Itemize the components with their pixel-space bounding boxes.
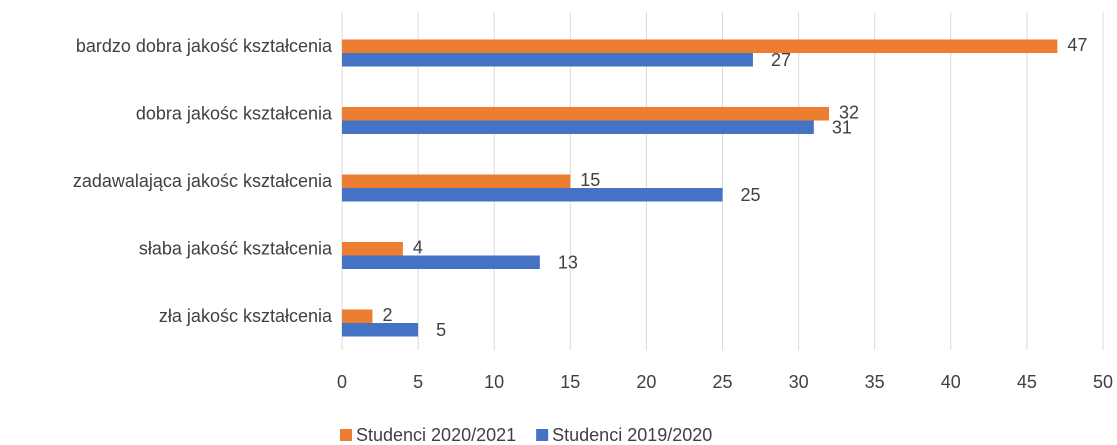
x-tick-label: 5 <box>413 372 423 392</box>
data-label: 47 <box>1067 35 1087 55</box>
x-tick-label: 45 <box>1017 372 1037 392</box>
legend-swatch <box>340 429 352 441</box>
data-label: 4 <box>413 238 423 258</box>
bar <box>342 39 1058 53</box>
data-label: 27 <box>771 50 791 70</box>
data-label: 32 <box>839 103 859 123</box>
x-tick-label: 15 <box>560 372 580 392</box>
bar <box>342 323 419 337</box>
data-label: 5 <box>436 320 446 340</box>
x-tick-label: 50 <box>1093 372 1113 392</box>
bar <box>342 242 403 256</box>
data-label: 25 <box>741 185 761 205</box>
bar <box>342 107 830 121</box>
y-tick-label: zła jakośc kształcenia <box>159 306 333 326</box>
data-label: 15 <box>580 170 600 190</box>
x-tick-label: 25 <box>712 372 732 392</box>
x-tick-label: 30 <box>789 372 809 392</box>
data-label: 2 <box>382 305 392 325</box>
x-tick-label: 40 <box>941 372 961 392</box>
y-tick-label: dobra jakośc kształcenia <box>136 103 333 123</box>
x-tick-label: 35 <box>865 372 885 392</box>
y-tick-label: zadawalająca jakośc kształcenia <box>73 171 333 191</box>
legend-swatch <box>536 429 549 441</box>
x-tick-label: 0 <box>337 372 347 392</box>
x-tick-label: 10 <box>484 372 504 392</box>
bar <box>342 188 723 202</box>
bar <box>342 174 571 188</box>
bar <box>342 255 540 269</box>
data-label: 31 <box>832 118 852 138</box>
bar <box>342 120 814 134</box>
x-tick-label: 20 <box>636 372 656 392</box>
data-label: 13 <box>558 253 578 273</box>
bar <box>342 309 373 323</box>
bar <box>342 53 753 67</box>
legend-label: Studenci 2019/2020 <box>552 425 712 445</box>
y-tick-label: bardzo dobra jakość kształcenia <box>76 36 333 56</box>
y-tick-label: słaba jakość kształcenia <box>139 238 333 258</box>
legend-label: Studenci 2020/2021 <box>356 425 516 445</box>
